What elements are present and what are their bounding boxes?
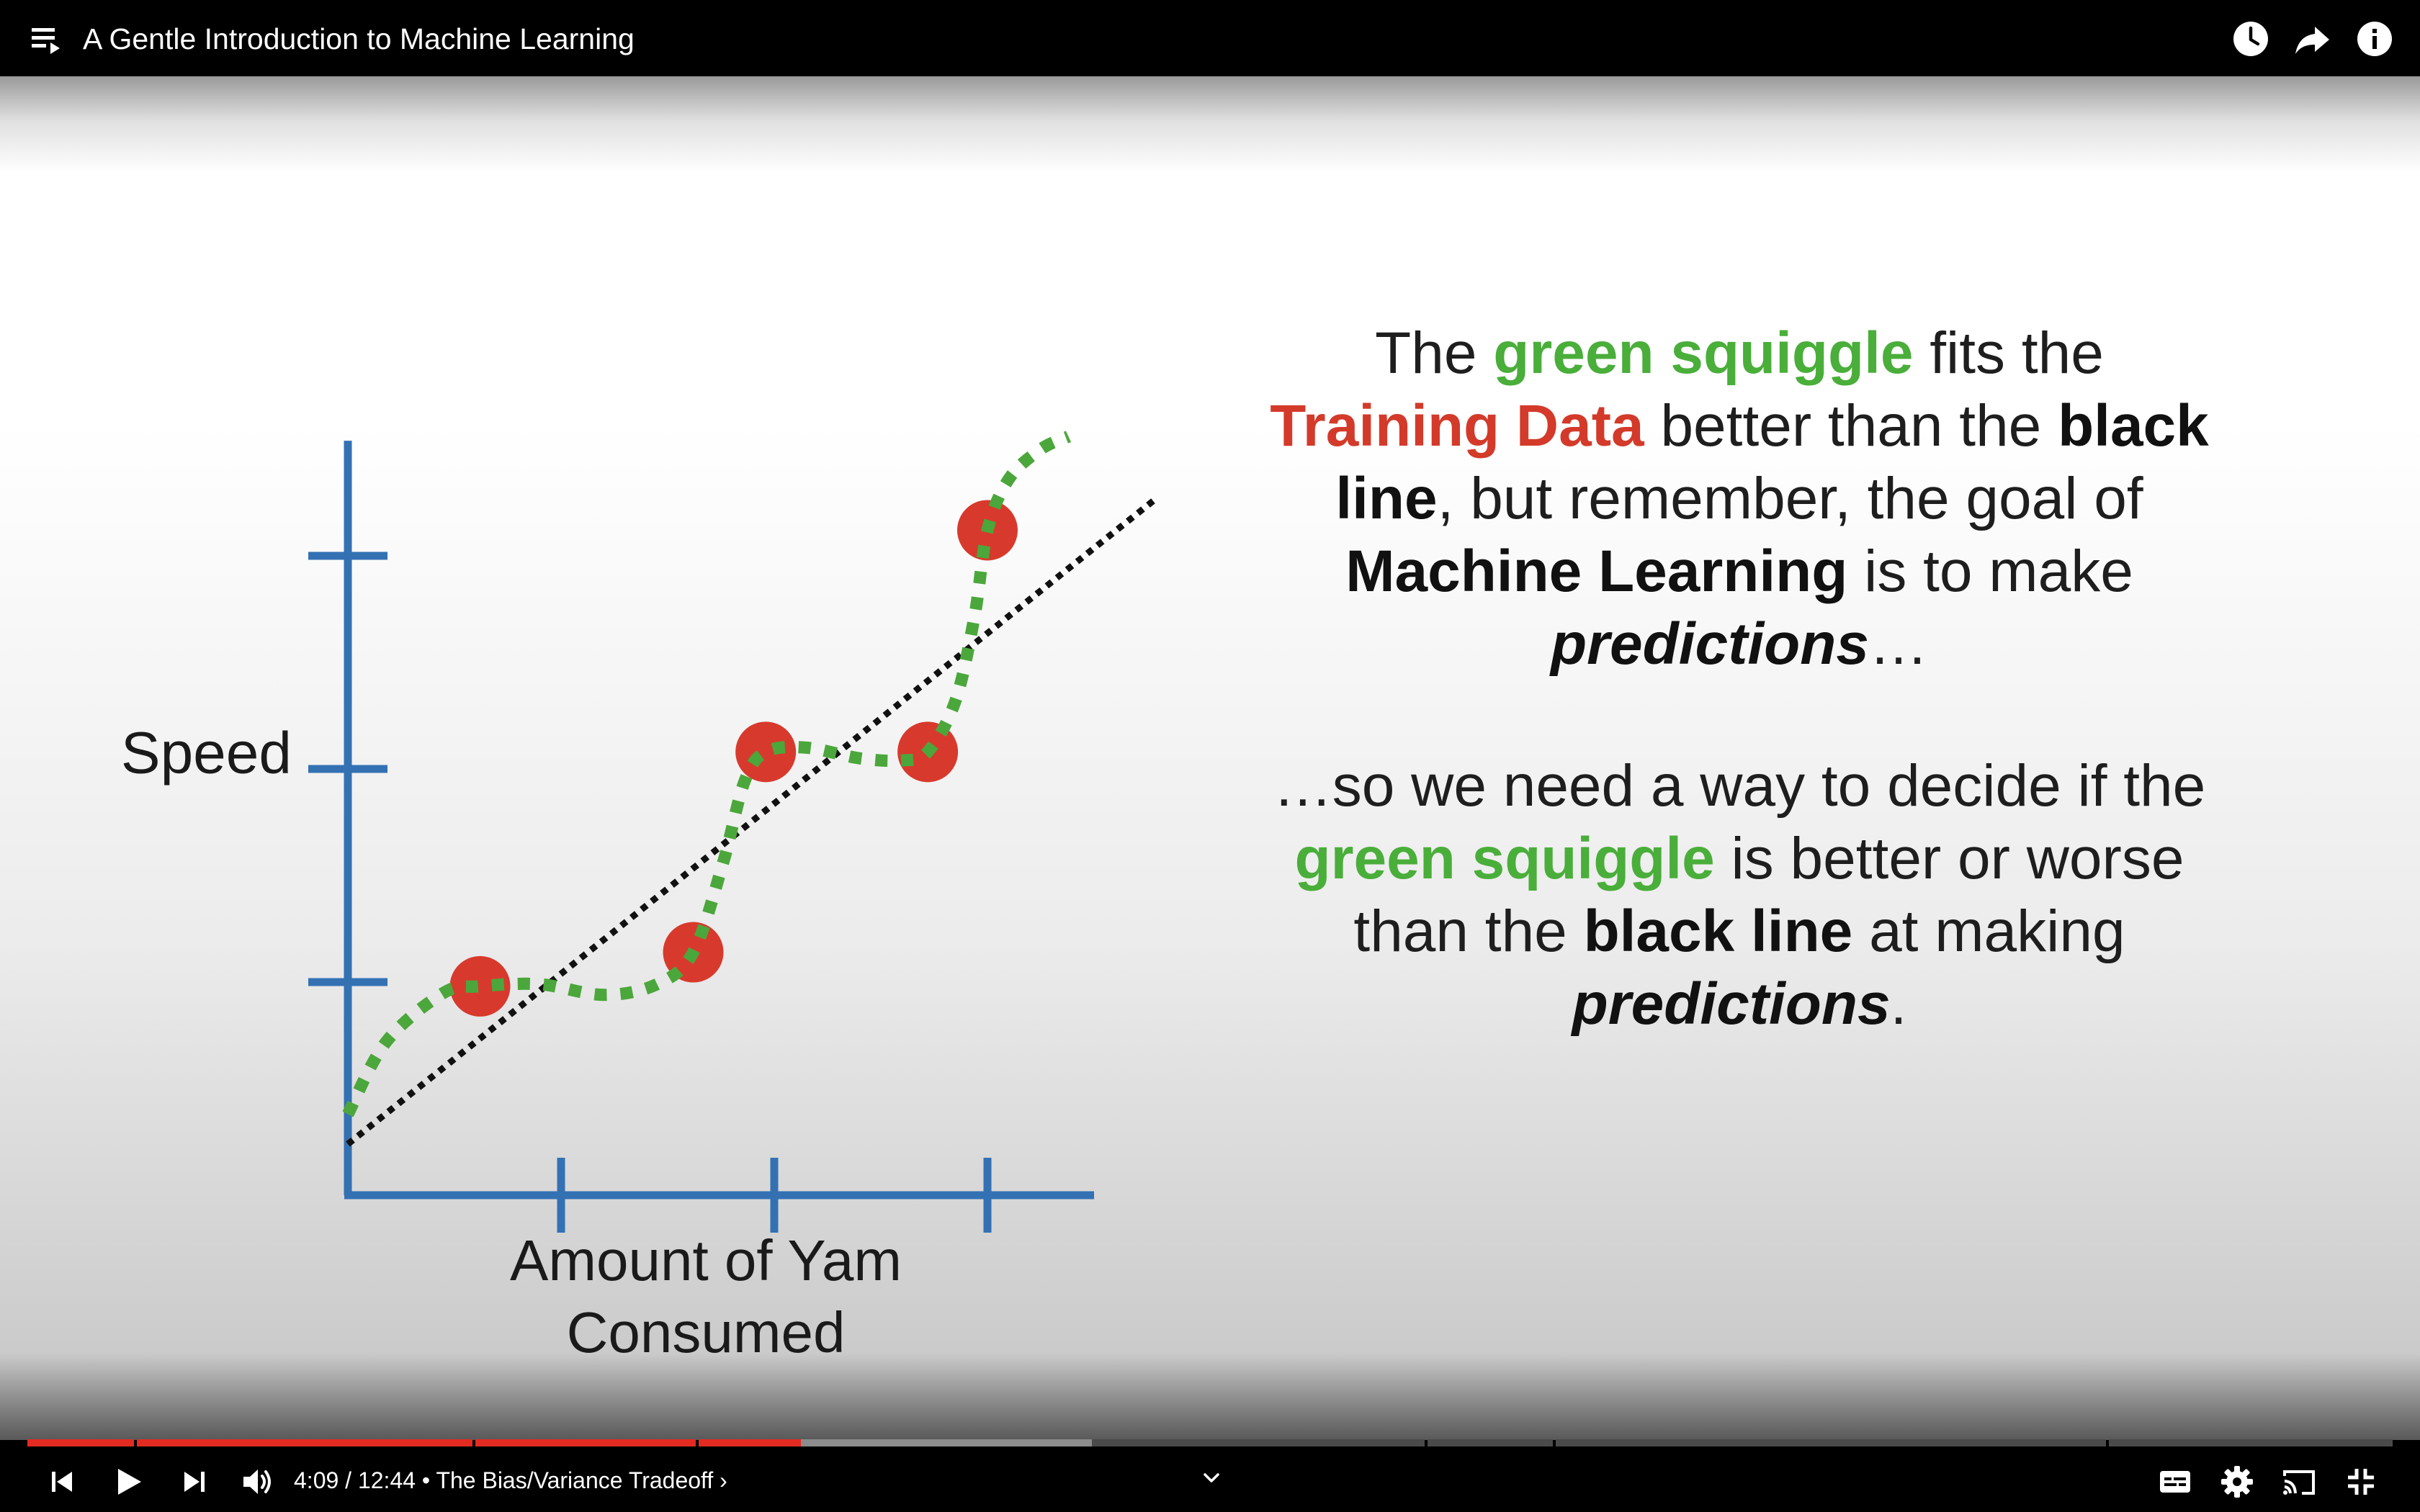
played-fill	[475, 1439, 696, 1446]
chapter-segment[interactable]	[27, 1439, 134, 1446]
slide-paragraph-2: …so we need a way to decide if the green…	[1253, 750, 2226, 1040]
y-axis-label: Speed	[121, 721, 292, 786]
x-axis-label-line-1: Amount of Yam	[510, 1228, 902, 1292]
settings-icon[interactable]	[2217, 1462, 2257, 1502]
played-fill	[27, 1439, 134, 1446]
text-run: .	[1890, 971, 1907, 1037]
black-line-layer	[346, 498, 1156, 1147]
playlist-icon[interactable]	[29, 22, 65, 58]
predictions-term: predictions	[1572, 971, 1891, 1037]
data-point	[735, 721, 797, 783]
text-run: fits the	[1913, 320, 2104, 386]
volume-icon[interactable]	[238, 1462, 278, 1502]
black-line-term: black line	[1335, 393, 2209, 531]
total-time: 12:44	[357, 1467, 416, 1493]
player-controls	[0, 1440, 2420, 1512]
subtitles-icon[interactable]	[2155, 1462, 2195, 1502]
slide-text: The green squiggle fits the Training Dat…	[1253, 317, 2226, 1040]
green-squiggle-term: green squiggle	[1294, 826, 1715, 891]
slide-paragraph-1: The green squiggle fits the Training Dat…	[1253, 317, 2226, 680]
current-time: 4:09	[294, 1467, 339, 1493]
chapter-segment[interactable]	[1428, 1439, 1553, 1446]
previous-icon[interactable]	[42, 1462, 82, 1502]
green-squiggle-term: green squiggle	[1493, 320, 1914, 386]
x-axis-label: Amount of Yam Consumed	[510, 1228, 902, 1364]
green-squiggle	[342, 431, 1072, 1117]
chapter-segment[interactable]	[699, 1439, 1425, 1446]
chevron-down-icon[interactable]	[1199, 1466, 1224, 1490]
play-icon[interactable]	[108, 1462, 148, 1502]
text-run: at making	[1852, 899, 2125, 964]
chapter-segment[interactable]	[475, 1439, 696, 1446]
machine-learning-term: Machine Learning	[1345, 539, 1848, 604]
progress-bar[interactable]	[27, 1439, 2393, 1446]
chapter-segment[interactable]	[137, 1439, 472, 1446]
text-run: …	[1868, 611, 1928, 677]
data-point	[449, 955, 511, 1017]
text-run: , but remember, the goal of	[1437, 466, 2143, 531]
predictions-term: predictions	[1551, 611, 1869, 677]
chapter-separator: •	[416, 1467, 436, 1493]
video-header	[0, 0, 2420, 76]
black-line	[346, 498, 1156, 1147]
played-fill	[137, 1439, 472, 1446]
video-title[interactable]: A Gentle Introduction to Machine Learnin…	[83, 22, 635, 55]
chapter-segment[interactable]	[2109, 1439, 2393, 1446]
text-run: …so we need a way to decide if the	[1273, 753, 2206, 819]
data-points-layer	[342, 431, 1072, 1117]
text-run: The	[1375, 320, 1494, 386]
exit-fullscreen-icon[interactable]	[2341, 1462, 2381, 1502]
chapter-title[interactable]: The Bias/Variance Tradeoff ›	[436, 1467, 727, 1493]
training-data-term: Training Data	[1270, 393, 1644, 459]
played-fill	[699, 1439, 801, 1446]
time-display: 4:09 / 12:44 • The Bias/Variance Tradeof…	[294, 1466, 727, 1495]
text-run: is to make	[1847, 539, 2133, 604]
chart-axes	[308, 441, 1094, 1233]
share-icon[interactable]	[2293, 19, 2332, 58]
info-icon[interactable]	[2355, 19, 2394, 58]
watch-later-icon[interactable]	[2231, 19, 2270, 58]
text-run: is better or worse than the	[1353, 826, 2184, 964]
chapter-segment[interactable]	[1556, 1439, 2106, 1446]
black-line-term: black line	[1583, 899, 1853, 964]
buffered-fill	[699, 1439, 1092, 1446]
text-run: better than the	[1644, 393, 2058, 459]
cast-icon[interactable]	[2279, 1462, 2319, 1502]
next-icon[interactable]	[174, 1462, 215, 1502]
time-separator: /	[339, 1467, 358, 1493]
